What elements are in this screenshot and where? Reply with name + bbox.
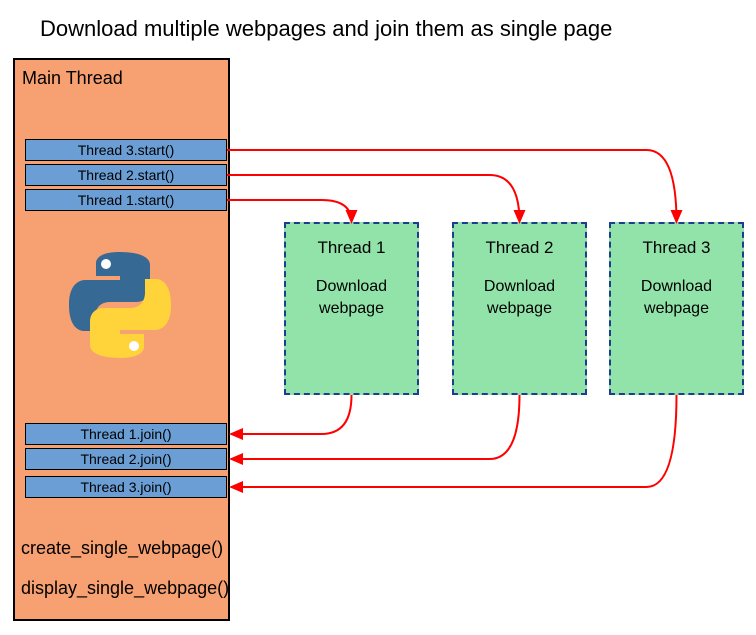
arrow — [227, 175, 520, 222]
arrow — [231, 395, 352, 434]
thread-box-2: Thread 2 Download webpage — [452, 222, 587, 395]
function-label: display_single_webpage() — [21, 578, 229, 599]
arrow — [227, 200, 352, 222]
bar-join1: Thread 1.join() — [25, 423, 227, 445]
arrow — [231, 395, 520, 459]
bar-start3: Thread 3.start() — [25, 139, 227, 161]
main-thread-label: Main Thread — [22, 68, 123, 89]
thread-box-1: Thread 1 Download webpage — [284, 222, 419, 395]
arrow — [231, 395, 677, 487]
bar-start2: Thread 2.start() — [25, 164, 227, 186]
page-title: Download multiple webpages and join them… — [40, 16, 612, 42]
bar-label: Thread 3.join() — [80, 479, 171, 495]
thread-title: Thread 1 — [317, 238, 385, 258]
thread-title: Thread 3 — [642, 238, 710, 258]
bar-label: Thread 1.start() — [78, 192, 174, 208]
bar-label: Thread 2.start() — [78, 167, 174, 183]
bar-join2: Thread 2.join() — [25, 448, 227, 470]
arrow — [227, 150, 677, 222]
thread-title: Thread 2 — [485, 238, 553, 258]
python-logo-icon — [65, 250, 175, 360]
thread-action: Download webpage — [316, 276, 387, 319]
bar-label: Thread 1.join() — [80, 426, 171, 442]
bar-start1: Thread 1.start() — [25, 189, 227, 211]
thread-action: Download webpage — [641, 276, 712, 319]
thread-action: Download webpage — [484, 276, 555, 319]
bar-join3: Thread 3.join() — [25, 476, 227, 498]
thread-box-3: Thread 3 Download webpage — [609, 222, 744, 395]
bar-label: Thread 3.start() — [78, 142, 174, 158]
function-label: create_single_webpage() — [21, 538, 223, 559]
bar-label: Thread 2.join() — [80, 451, 171, 467]
